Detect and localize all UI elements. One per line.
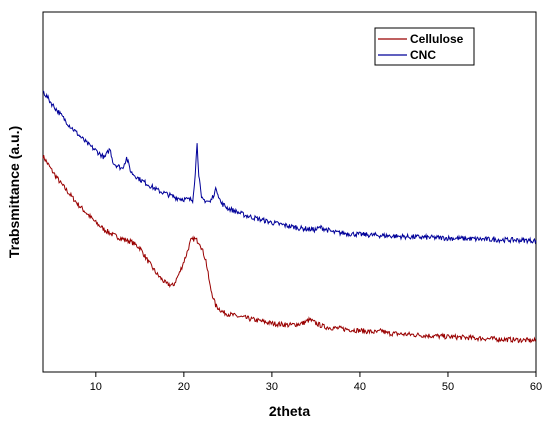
x-axis-ticks: 10 20 30 40 50 60	[90, 372, 542, 393]
x-tick-label: 30	[266, 381, 278, 393]
plot-frame	[42, 11, 537, 373]
legend-box	[374, 27, 475, 66]
x-tick-label: 10	[90, 381, 102, 393]
legend-label-cellulose: Cellulose	[410, 32, 464, 46]
x-tick-label: 40	[354, 381, 366, 393]
legend: Cellulose CNC	[374, 27, 475, 66]
x-tick-label: 60	[530, 381, 542, 393]
y-axis-label: Trabsmittance (a.u.)	[6, 126, 22, 258]
x-tick-label: 20	[178, 381, 190, 393]
legend-label-cnc: CNC	[410, 48, 436, 62]
series-line-cellulose	[42, 154, 537, 344]
series-line-cnc	[42, 90, 537, 245]
series-layer	[42, 90, 537, 344]
x-tick-label: 50	[442, 381, 454, 393]
x-axis-label: 2theta	[269, 403, 310, 419]
